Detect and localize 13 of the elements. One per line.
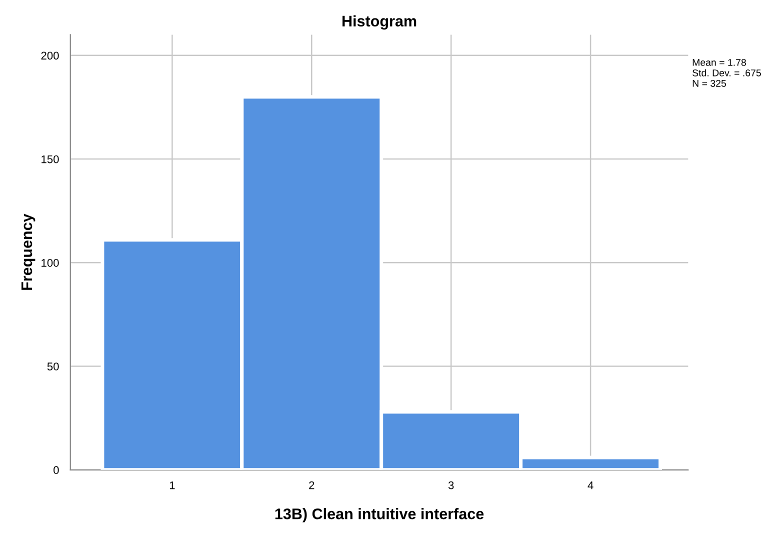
x-tick-label: 1 xyxy=(170,481,175,490)
y-axis-title: Frequency xyxy=(21,214,36,290)
y-tick-label: 200 xyxy=(41,52,59,60)
x-axis-title: 13B) Clean intuitive interface xyxy=(275,508,484,522)
x-tick-label: 4 xyxy=(588,481,594,490)
y-tick-label: 100 xyxy=(42,258,59,267)
y-tick-label: 150 xyxy=(42,155,59,164)
x-tick-label: 3 xyxy=(448,481,454,490)
text: Mean = 1.78 Std. Dev. = .675 N = 325 xyxy=(692,58,761,87)
x-tick-label: 2 xyxy=(309,481,314,490)
y-tick-label: 0 xyxy=(54,466,59,474)
chart-title: Histogram xyxy=(342,15,416,30)
y-tick-label: 50 xyxy=(47,362,59,370)
